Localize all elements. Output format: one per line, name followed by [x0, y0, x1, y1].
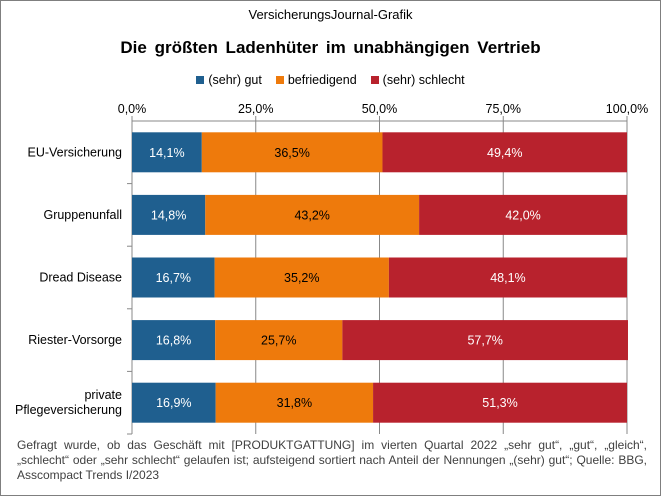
- chart-footnote: Gefragt wurde, ob das Geschäft mit [PROD…: [17, 438, 647, 482]
- bar-segment-3-0: [132, 320, 216, 361]
- bar-label-2-0: 16,7%: [156, 271, 191, 285]
- bar-label-0-2: 49,4%: [487, 146, 522, 160]
- legend-item-befriedigend: befriedigend: [275, 73, 357, 87]
- bar-label-3-1: 25,7%: [261, 334, 296, 348]
- bar-label-4-0: 16,9%: [156, 396, 191, 410]
- bar-segment-4-1: [215, 382, 374, 423]
- category-label-0: EU-Versicherung: [28, 145, 123, 159]
- bar-segment-1-1: [205, 194, 420, 235]
- bar-segment-1-0: [132, 194, 206, 235]
- bar-label-2-2: 48,1%: [490, 271, 525, 285]
- chart-title: Die größten Ladenhüter im unabhängigen V…: [120, 38, 541, 57]
- legend-swatch-schlecht: [370, 76, 379, 84]
- bar-segment-4-0: [132, 382, 216, 423]
- bar-segment-3-2: [342, 320, 628, 361]
- bar-segment-2-2: [388, 257, 627, 298]
- bar-label-1-0: 14,8%: [151, 208, 186, 222]
- bar-label-3-0: 16,8%: [156, 334, 191, 348]
- legend-swatch-befriedigend: [275, 76, 284, 84]
- bar-segment-0-2: [382, 132, 627, 173]
- bar-label-1-2: 42,0%: [505, 208, 540, 222]
- legend-label-befriedigend: befriedigend: [287, 73, 357, 87]
- bar-label-4-2: 51,3%: [482, 396, 517, 410]
- x-tick-label-2: 50,0%: [362, 102, 397, 116]
- bar-label-3-2: 57,7%: [467, 334, 502, 348]
- bar-segment-4-2: [373, 382, 627, 423]
- category-label-4-line-0: private: [84, 388, 122, 402]
- bar-segment-2-1: [214, 257, 389, 298]
- legend-item-schlecht: (sehr) schlecht: [370, 73, 465, 87]
- legend-swatch-gut: [196, 76, 205, 84]
- chart-legend: (sehr) gut befriedigend (sehr) schlecht: [0, 73, 661, 87]
- legend-item-gut: (sehr) gut: [196, 73, 262, 87]
- bar-segment-1-2: [419, 194, 627, 235]
- bar-segment-0-1: [201, 132, 383, 173]
- x-tick-label-0: 0,0%: [118, 102, 147, 116]
- x-tick-label-3: 75,0%: [486, 102, 521, 116]
- bar-segment-3-1: [215, 320, 343, 361]
- category-label-3: Riester-Vorsorge: [28, 333, 122, 347]
- category-label-1: Gruppenunfall: [43, 208, 122, 222]
- category-label-2: Dread Disease: [39, 271, 122, 285]
- x-tick-label-1: 25,0%: [238, 102, 273, 116]
- bar-label-2-1: 35,2%: [284, 271, 319, 285]
- bar-label-0-1: 36,5%: [274, 146, 309, 160]
- chart-source-label: VersicherungsJournal-Grafik: [248, 7, 413, 22]
- bar-segment-2-0: [132, 257, 215, 298]
- legend-label-gut: (sehr) gut: [208, 73, 262, 87]
- bar-label-4-1: 31,8%: [277, 396, 312, 410]
- legend-label-schlecht: (sehr) schlecht: [382, 73, 465, 87]
- bar-label-0-0: 14,1%: [149, 146, 184, 160]
- bar-label-1-1: 43,2%: [294, 208, 329, 222]
- bar-segment-0-0: [132, 132, 202, 173]
- x-tick-label-4: 100,0%: [606, 102, 648, 116]
- category-label-4-line-1: Pflegeversicherung: [15, 403, 122, 417]
